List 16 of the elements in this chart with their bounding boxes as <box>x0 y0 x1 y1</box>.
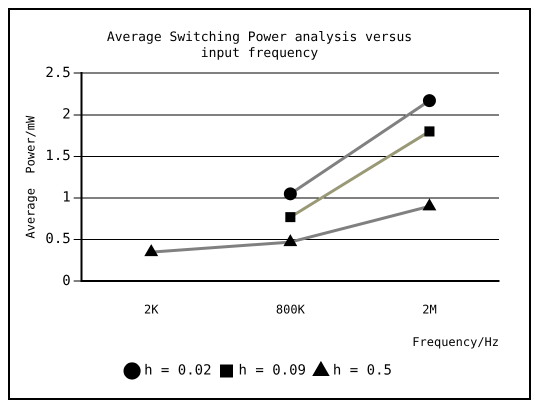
x-tick-label: 800K <box>276 302 306 317</box>
y-tick-label: 2 <box>62 106 71 122</box>
y-tick-label: 1 <box>62 190 71 206</box>
text: Average Switching Power analysis versus <box>106 30 412 46</box>
y-tick-label: 1.5 <box>45 148 71 164</box>
x-axis-title: Frequency/Hz <box>412 334 499 349</box>
x-tick-label: 2M <box>422 302 437 317</box>
y-axis-title: Average Power/mW <box>23 115 38 239</box>
y-tick-label: 0.5 <box>45 231 71 248</box>
legend-label: h = 0.02 <box>144 362 212 379</box>
text: input frequency <box>200 46 318 61</box>
legend-label: h = 0.09 <box>238 362 306 379</box>
x-tick-label: 2K <box>144 302 160 317</box>
legend-label: h = 0.5 <box>332 362 392 379</box>
y-tick-label: 0 <box>62 272 71 289</box>
y-tick-label: 2.5 <box>45 64 71 81</box>
